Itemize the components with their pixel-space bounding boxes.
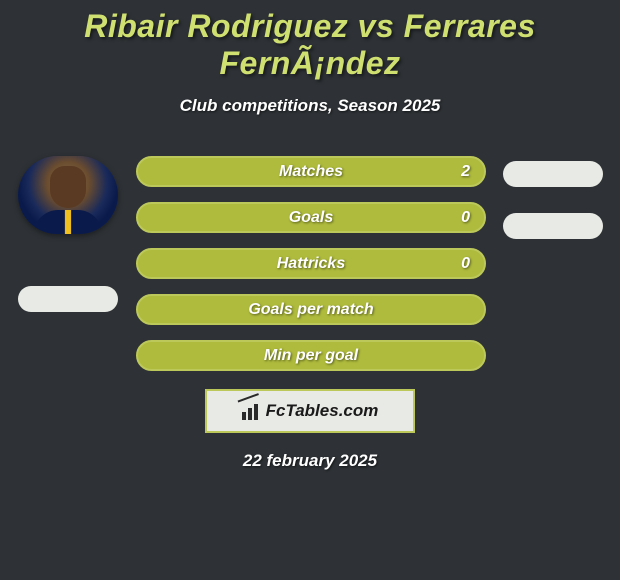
stat-value: 0 (461, 255, 470, 273)
stat-bar-matches: Matches 2 (136, 156, 486, 187)
placeholder-pill-right-2 (503, 213, 603, 239)
placeholder-pill-right-1 (503, 161, 603, 187)
stat-value: 0 (461, 209, 470, 227)
left-player-column (8, 156, 128, 312)
generation-date: 22 february 2025 (0, 451, 620, 471)
stat-label: Hattricks (277, 255, 345, 273)
fctables-label: FcTables.com (266, 401, 379, 421)
bar-chart-icon (242, 402, 262, 420)
placeholder-pill-left (18, 286, 118, 312)
page-title: Ribair Rodriguez vs Ferrares FernÃ¡ndez (0, 0, 620, 82)
right-player-column (494, 156, 612, 239)
stat-label: Goals per match (248, 301, 373, 319)
comparison-infographic: Ribair Rodriguez vs Ferrares FernÃ¡ndez … (0, 0, 620, 580)
stats-bars: Matches 2 Goals 0 Hattricks 0 Goals per … (128, 156, 494, 371)
stat-bar-goals: Goals 0 (136, 202, 486, 233)
content-row: Matches 2 Goals 0 Hattricks 0 Goals per … (0, 156, 620, 371)
stat-bar-min-per-goal: Min per goal (136, 340, 486, 371)
player-avatar-left (18, 156, 118, 234)
fctables-attribution: FcTables.com (205, 389, 415, 433)
stat-value: 2 (461, 163, 470, 181)
stat-bar-hattricks: Hattricks 0 (136, 248, 486, 279)
stat-label: Matches (279, 163, 343, 181)
subtitle: Club competitions, Season 2025 (0, 96, 620, 116)
stat-label: Goals (289, 209, 333, 227)
stat-label: Min per goal (264, 347, 358, 365)
stat-bar-goals-per-match: Goals per match (136, 294, 486, 325)
